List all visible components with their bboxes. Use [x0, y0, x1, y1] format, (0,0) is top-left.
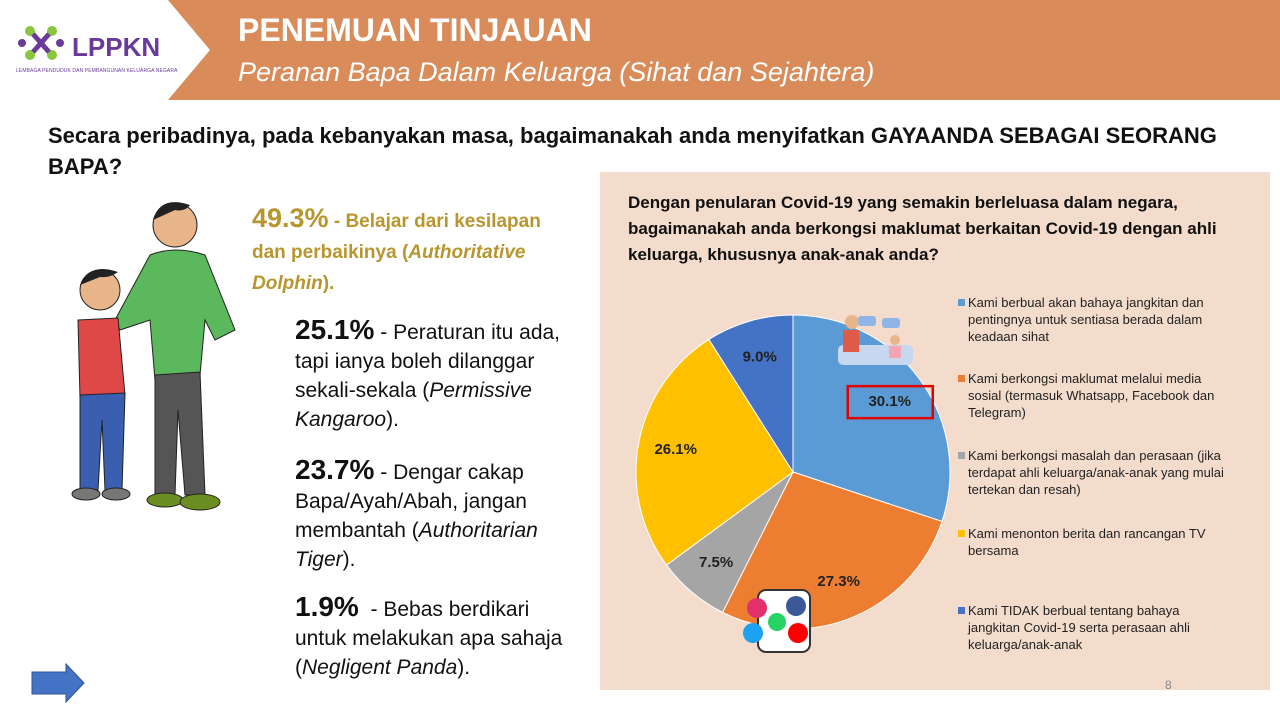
logo-subtitle: LEMBAGA PENDUDUK DAN PEMBANGUNAN KELUARG… — [16, 68, 178, 74]
legend-item: Kami TIDAK berbual tentang bahaya jangki… — [958, 602, 1233, 653]
legend-label: Kami berkongsi maklumat melalui media so… — [968, 371, 1215, 420]
data-label: 7.5% — [699, 554, 733, 571]
style-end: ). — [322, 273, 335, 294]
data-label: 27.3% — [817, 573, 860, 590]
style-text: - Bebas berdikari untuk melakukan apa sa… — [295, 598, 569, 679]
title: PENEMUAN TINJAUAN — [238, 12, 592, 48]
style-percent: 1.9% — [295, 591, 359, 622]
style-text: - Peraturan itu ada, tapi ianya boleh di… — [295, 321, 566, 402]
style-percent: 25.1% — [295, 314, 375, 345]
header-bar — [168, 0, 1280, 100]
style-percent: 23.7% — [295, 454, 375, 485]
father-son-illustration — [71, 202, 236, 511]
style-text: - Dengar cakap Bapa/Ayah/Abah, jangan me… — [295, 461, 533, 542]
style-item: 23.7% - Dengar cakap Bapa/Ayah/Abah, jan… — [295, 455, 585, 574]
style-text: - Belajar dari kesilapan dan perbaikinya… — [252, 211, 547, 263]
legend-swatch — [958, 452, 965, 459]
style-percent: 49.3% — [252, 203, 329, 233]
style-end: ). — [342, 548, 356, 571]
legend-label: Kami berkongsi masalah dan perasaan (jik… — [968, 448, 1224, 497]
style-name: Authoritative Dolphin — [252, 242, 526, 294]
legend-label: Kami berbual akan bahaya jangkitan dan p… — [968, 295, 1204, 344]
style-name: Negligent Panda — [302, 656, 458, 679]
logo: LPPKN — [72, 32, 161, 62]
header-chevron — [0, 0, 210, 100]
style-end: ). — [386, 408, 399, 431]
style-item: 1.9% - Bebas berdikari untuk melakukan a… — [295, 592, 585, 682]
question: Secara peribadinya, pada kebanyakan masa… — [48, 123, 1217, 179]
next-arrow[interactable] — [31, 662, 85, 704]
data-label: 30.1% — [868, 393, 911, 410]
pie-slice — [708, 314, 794, 474]
pie-slice — [635, 338, 794, 566]
data-label: 26.1% — [654, 441, 697, 458]
style-end: ). — [457, 656, 471, 679]
chart-title: Dengan penularan Covid-19 yang semakin b… — [628, 193, 1217, 264]
page-number: 8 — [1165, 678, 1172, 692]
legend-swatch — [958, 607, 965, 614]
legend-swatch — [958, 530, 965, 537]
legend-item: Kami berbual akan bahaya jangkitan dan p… — [958, 294, 1233, 345]
legend-swatch — [958, 375, 965, 382]
legend-label: Kami menonton berita dan rancangan TV be… — [968, 526, 1206, 558]
highlight-box — [846, 384, 935, 420]
style-item: 49.3% - Belajar dari kesilapan dan perba… — [252, 203, 562, 299]
style-name: Authoritarian Tiger — [295, 519, 538, 571]
data-label: 9.0% — [743, 348, 777, 365]
legend-swatch — [958, 299, 965, 306]
legend-item: Kami berkongsi masalah dan perasaan (jik… — [958, 447, 1233, 498]
logo-icon — [18, 26, 64, 60]
legend-label: Kami TIDAK berbual tentang bahaya jangki… — [968, 603, 1190, 652]
legend-item: Kami menonton berita dan rancangan TV be… — [958, 525, 1233, 559]
subtitle: Peranan Bapa Dalam Keluarga (Sihat dan S… — [238, 57, 875, 87]
style-name: Permissive Kangaroo — [295, 379, 532, 431]
style-item: 25.1% - Peraturan itu ada, tapi ianya bo… — [295, 315, 585, 434]
social-icon — [743, 589, 811, 653]
family-icon — [838, 315, 913, 365]
legend-item: Kami berkongsi maklumat melalui media so… — [958, 370, 1233, 421]
